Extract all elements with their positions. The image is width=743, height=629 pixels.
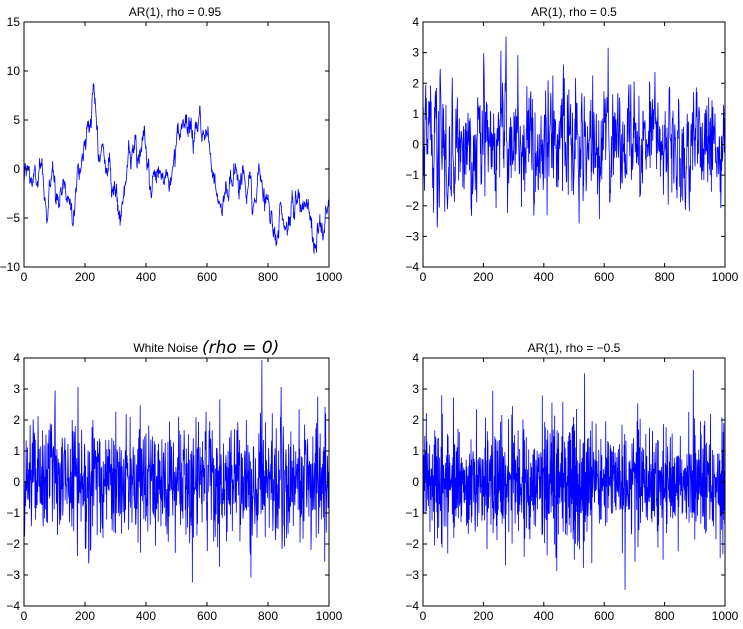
handwritten-annotation: (rho = 0) [202, 338, 279, 358]
y-tick-label: −1 [405, 168, 419, 182]
x-tick-label: 200 [473, 609, 493, 623]
x-tick-label: 1000 [316, 270, 343, 284]
y-tick-label: 10 [7, 64, 21, 78]
y-tick-label: 2 [412, 413, 419, 427]
x-tick-label: 0 [21, 270, 28, 284]
panel-ar1-rho-095: AR(1), rho = 0.95 0 200 400 600 800 1000 −10 −5… [0, 5, 343, 284]
axes-frame [23, 21, 330, 268]
x-tick-label: 600 [197, 609, 217, 623]
x-tick-label: 200 [473, 270, 493, 284]
x-tick-label: 800 [258, 270, 278, 284]
y-tick-label: 0 [13, 475, 20, 489]
x-tick-label: 0 [420, 270, 427, 284]
x-tick-label: 600 [594, 270, 614, 284]
y-tick-label: 0 [412, 138, 419, 152]
x-tick-label: 1000 [712, 609, 739, 623]
x-tick-label: 1000 [712, 270, 739, 284]
x-tick-label: 800 [655, 270, 675, 284]
plot-area: 0 200 400 600 800 1000 −4 −3 −2 −1 0 1 2 3 4 [6, 351, 342, 623]
panel-title: AR(1), rho = 0.5 [531, 5, 617, 19]
y-tick-label: −4 [405, 260, 419, 274]
y-tick-label: 1 [412, 444, 419, 458]
y-tick-label: −2 [405, 199, 419, 213]
plot-area: 0 200 400 600 800 1000 −4 −3 −2 −1 0 1 2 3 4 [405, 351, 738, 623]
y-tick-label: 3 [412, 382, 419, 396]
y-tick-label: 15 [7, 15, 21, 29]
x-tick-label: 800 [655, 609, 675, 623]
y-tick-label: 2 [13, 413, 20, 427]
y-tick-label: −1 [6, 506, 20, 520]
panel-ar1-rho-neg05: AR(1), rho = −0.5 0 200 400 600 800 1000 −4 −3 −… [405, 341, 738, 623]
x-tick-label: 400 [534, 270, 554, 284]
y-tick-label: 0 [13, 162, 20, 176]
y-tick-label: −4 [6, 599, 20, 613]
y-tick-label: −1 [405, 506, 419, 520]
y-tick-label: −3 [405, 568, 419, 582]
x-tick-label: 200 [75, 609, 95, 623]
x-tick-label: 0 [21, 609, 28, 623]
panel-white-noise: White Noise (rho = 0) 0 200 400 600 800 1000 −… [6, 338, 342, 623]
y-tick-label: −5 [6, 211, 20, 225]
series-line [24, 359, 329, 583]
panel-ar1-rho-05: AR(1), rho = 0.5 0 200 400 600 800 1000 −4 −3 −2… [405, 5, 738, 284]
y-tick-label: −2 [6, 537, 20, 551]
x-tick-label: 400 [534, 609, 554, 623]
y-tick-label: −10 [0, 260, 20, 274]
x-tick-label: 200 [75, 270, 95, 284]
x-tick-label: 1000 [316, 609, 343, 623]
panel-title: AR(1), rho = 0.95 [129, 5, 222, 19]
y-tick-label: 3 [13, 382, 20, 396]
y-tick-label: 2 [412, 76, 419, 90]
y-tick-label: −4 [405, 599, 419, 613]
panel-title: AR(1), rho = −0.5 [528, 341, 621, 355]
y-tick-label: 4 [412, 15, 419, 29]
plot-area: 0 200 400 600 800 1000 −4 −3 −2 −1 0 1 2 3 4 [405, 15, 738, 284]
y-tick-label: −3 [405, 229, 419, 243]
x-tick-label: 600 [197, 270, 217, 284]
x-tick-label: 0 [420, 609, 427, 623]
plot-area: 0 200 400 600 800 1000 −10 −5 0 5 10 15 [0, 15, 343, 284]
y-tick-label: −2 [405, 537, 419, 551]
y-tick-label: 0 [412, 475, 419, 489]
x-tick-label: 400 [136, 609, 156, 623]
series-line [423, 36, 725, 228]
y-tick-label: 5 [13, 113, 20, 127]
x-tick-label: 800 [258, 609, 278, 623]
y-tick-label: −3 [6, 568, 20, 582]
y-tick-label: 4 [412, 351, 419, 365]
panel-title: White Noise [133, 341, 198, 355]
y-tick-label: 1 [412, 107, 419, 121]
series-line [24, 83, 329, 254]
x-tick-label: 400 [136, 270, 156, 284]
x-tick-label: 600 [594, 609, 614, 623]
y-tick-label: 4 [13, 351, 20, 365]
y-tick-label: 3 [412, 46, 419, 60]
y-tick-label: 1 [13, 444, 20, 458]
series-line [423, 370, 725, 590]
